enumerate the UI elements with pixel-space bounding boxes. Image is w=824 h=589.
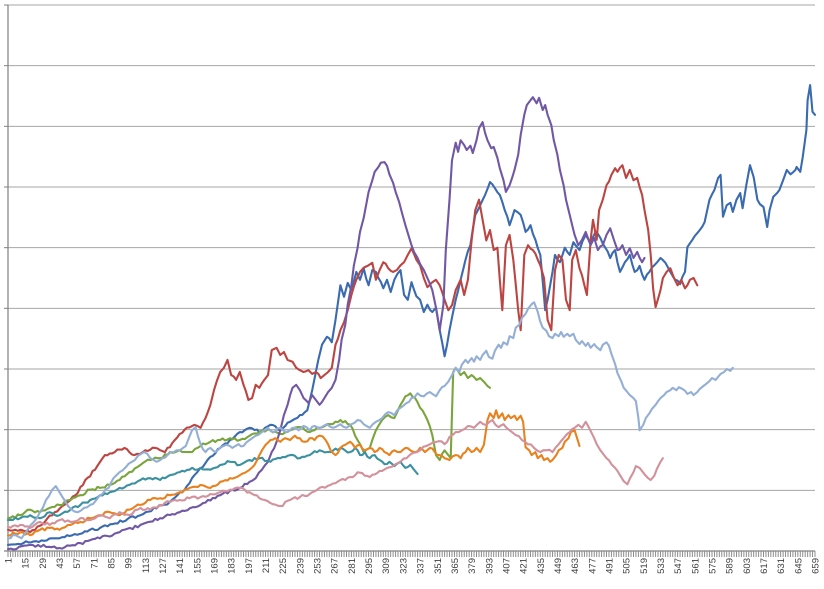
x-axis-label: 113: [141, 558, 152, 573]
x-axis-label: 337: [416, 558, 427, 574]
x-axis-label: 393: [484, 558, 495, 574]
x-axis-label: 295: [364, 558, 375, 574]
x-axis-label: 183: [227, 558, 238, 574]
series-red: [6, 164, 699, 534]
x-axis-label: 491: [604, 558, 615, 574]
x-axis-label: 71: [89, 558, 100, 569]
x-axis-label: 309: [381, 558, 392, 574]
x-axis-label: 85: [107, 558, 118, 569]
series-green: [6, 366, 492, 520]
x-axis-label: 323: [398, 558, 409, 574]
x-axis-label: 281: [347, 558, 358, 574]
x-axis-label: 477: [587, 558, 598, 574]
x-axis-label: 435: [536, 558, 547, 574]
x-axis-label: 57: [72, 558, 83, 569]
series-blue: [6, 84, 817, 546]
x-axis-label: 379: [467, 558, 478, 574]
x-axis-label: 645: [793, 558, 804, 574]
x-axis-label: 351: [433, 558, 444, 574]
x-axis-label: 99: [124, 558, 135, 569]
x-axis-label: 141: [175, 558, 186, 574]
x-axis-label: 365: [450, 558, 461, 574]
x-axis-label: 617: [759, 558, 770, 574]
x-axis-label: 169: [210, 558, 221, 574]
x-axis-label: 211: [261, 558, 272, 573]
x-axis-label: 463: [570, 558, 581, 574]
x-axis-label: 547: [673, 558, 684, 574]
series-pink: [6, 418, 664, 529]
x-axis-label: 519: [639, 558, 650, 574]
x-axis-label: 267: [330, 558, 341, 574]
series-purple: [6, 96, 646, 551]
x-axis-label: 603: [742, 558, 753, 574]
x-axis-label: 407: [501, 558, 512, 574]
x-axis-label: 239: [295, 558, 306, 574]
x-axis-label: 43: [55, 558, 66, 569]
x-axis-label: 15: [21, 558, 32, 569]
x-axis-label: 659: [811, 558, 822, 574]
x-axis-label: 505: [622, 558, 633, 574]
series-lightblue: [6, 301, 734, 540]
x-axis-label: 589: [725, 558, 736, 574]
x-axis-label: 155: [192, 558, 203, 574]
x-axis-label: 449: [553, 558, 564, 574]
x-axis-label: 421: [519, 558, 530, 574]
x-axis-label: 1: [4, 558, 15, 563]
x-axis-label: 533: [656, 558, 667, 574]
x-axis-label: 127: [158, 558, 169, 574]
x-axis-label: 197: [244, 558, 255, 574]
x-axis-label: 225: [278, 558, 289, 574]
x-axis-tick-band: [7, 551, 816, 557]
x-axis-label: 29: [38, 558, 49, 569]
series-teal: [6, 446, 419, 522]
x-axis-label: 253: [313, 558, 324, 574]
x-axis-label: 561: [690, 558, 701, 574]
x-axis-label: 631: [776, 558, 787, 574]
x-axis-labels: 1 15 29 43 57 71 85 99 113 127 141 155 169 183 197 211 2…: [4, 558, 822, 574]
x-axis-label: 575: [707, 558, 718, 574]
